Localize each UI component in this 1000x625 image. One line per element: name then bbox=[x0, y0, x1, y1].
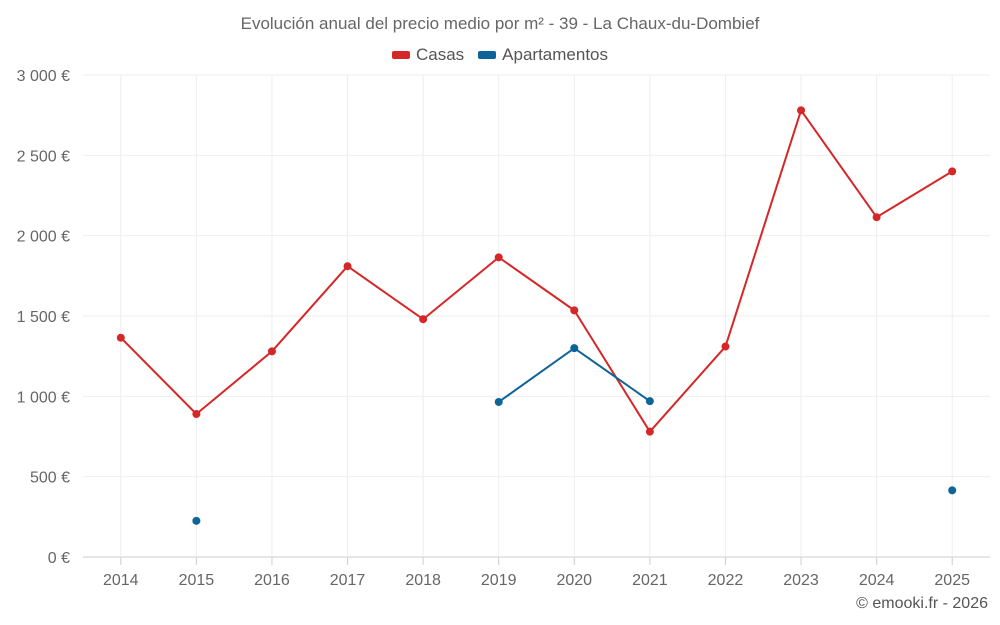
legend: Casas Apartamentos bbox=[0, 45, 1000, 65]
credit: © emooki.fr - 2026 bbox=[856, 595, 988, 612]
y-tick-label: 2 000 € bbox=[17, 229, 70, 246]
x-tick-label: 2019 bbox=[481, 572, 517, 589]
data-point-casas bbox=[267, 347, 276, 356]
x-tick-label: 2017 bbox=[330, 572, 366, 589]
y-tick-label: 2 500 € bbox=[17, 148, 70, 165]
data-point-apartamentos bbox=[192, 516, 201, 525]
x-tick-label: 2015 bbox=[179, 572, 215, 589]
data-point-casas bbox=[494, 253, 503, 262]
x-tick-label: 2020 bbox=[556, 572, 592, 589]
x-tick-label: 2014 bbox=[103, 572, 139, 589]
data-point-apartamentos bbox=[948, 486, 957, 495]
data-point-apartamentos bbox=[494, 397, 503, 406]
legend-swatch-apartamentos bbox=[478, 51, 497, 59]
chart-title: Evolución anual del precio medio por m² … bbox=[240, 14, 760, 33]
data-point-casas bbox=[419, 315, 428, 324]
data-point-casas bbox=[343, 262, 352, 271]
x-tick-label: 2016 bbox=[254, 572, 290, 589]
data-point-apartamentos bbox=[570, 344, 579, 353]
x-tick-label: 2023 bbox=[783, 572, 819, 589]
data-point-casas bbox=[192, 410, 201, 419]
data-point-casas bbox=[721, 342, 730, 351]
x-tick-label: 2024 bbox=[859, 572, 895, 589]
legend-item-casas[interactable]: Casas bbox=[391, 45, 465, 65]
x-tick-label: 2025 bbox=[934, 572, 970, 589]
series-line-casas bbox=[120, 109, 953, 433]
y-tick-label: 3 000 € bbox=[17, 68, 70, 85]
legend-label-casas: Casas bbox=[415, 45, 465, 64]
data-point-casas bbox=[948, 167, 957, 176]
x-tick-label: 2018 bbox=[405, 572, 441, 589]
y-tick-label: 0 € bbox=[48, 550, 70, 567]
y-tick-label: 1 500 € bbox=[17, 309, 70, 326]
y-tick-label: 1 000 € bbox=[17, 389, 70, 406]
data-point-casas bbox=[116, 333, 125, 342]
data-point-casas bbox=[797, 106, 806, 115]
data-point-casas bbox=[645, 427, 654, 436]
data-point-casas bbox=[872, 213, 881, 222]
data-point-casas bbox=[570, 306, 579, 315]
y-tick-label: 500 € bbox=[30, 470, 70, 487]
legend-label-apartamentos: Apartamentos bbox=[502, 45, 609, 64]
x-tick-label: 2021 bbox=[632, 572, 668, 589]
legend-item-apartamentos[interactable]: Apartamentos bbox=[478, 45, 608, 65]
data-point-apartamentos bbox=[645, 397, 654, 406]
legend-swatch-casas bbox=[391, 51, 410, 59]
x-tick-label: 2022 bbox=[708, 572, 744, 589]
